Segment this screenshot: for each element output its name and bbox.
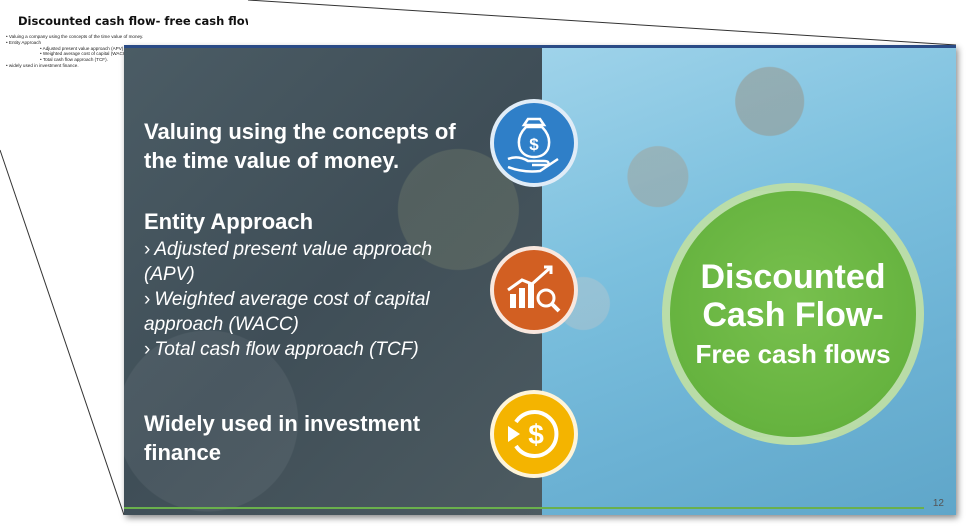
sub-item-apv: › Adjusted present value approach (APV) <box>144 237 474 287</box>
circle-title-line2: Cash Flow- <box>702 296 884 334</box>
thumbnail-bullet: Entity Approach <box>6 40 143 46</box>
circle-subtitle: Free cash flows <box>695 339 891 369</box>
heading-investment-finance: Widely used in investment finance <box>144 411 421 465</box>
slide-bottom-line <box>124 507 924 509</box>
circle-title-line1: Discounted <box>700 258 886 296</box>
main-slide[interactable]: Valuing using the concepts of the time v… <box>124 45 956 515</box>
thumbnail-subbullet: Adjusted present value approach (APV) <box>6 46 143 52</box>
page-number: 12 <box>932 498 944 509</box>
money-bag-hand-icon: $ <box>490 99 578 187</box>
arrow-glyph: › <box>144 289 151 310</box>
thumbnail-bullets: Valuing a company using the concepts of … <box>6 34 143 69</box>
svg-text:$: $ <box>529 135 539 154</box>
chart-magnifier-icon <box>490 246 578 334</box>
arrow-glyph: › <box>144 239 151 260</box>
sub-item-label: Total cash flow approach (TCF) <box>154 339 419 360</box>
sub-item-tcf: › Total cash flow approach (TCF) <box>144 337 474 362</box>
sub-item-label: Weighted average cost of capital approac… <box>144 289 430 335</box>
slide-left-panel <box>124 45 542 515</box>
thumbnail-bullet: Valuing a company using the concepts of … <box>6 34 143 40</box>
arrow-glyph: › <box>144 339 151 360</box>
heading-entity-approach: Entity Approach <box>144 209 314 234</box>
sub-item-label: Adjusted present value approach (APV) <box>144 239 433 285</box>
discounted-cash-flow-circle: Discounted Cash Flow- Free cash flows <box>662 183 924 445</box>
sub-item-wacc: › Weighted average cost of capital approa… <box>144 287 474 337</box>
thumbnail-subbullet: Weighted average cost of capital (WACC) <box>6 51 143 57</box>
thumbnail-bullet: widely used in investment finance. <box>6 63 143 69</box>
dollar-refresh-icon: $ <box>490 390 578 478</box>
thumbnail-title: Discounted cash flow- free cash flows <box>18 14 263 28</box>
svg-text:$: $ <box>528 419 544 450</box>
slide-top-line <box>124 45 956 48</box>
heading-time-value: Valuing using the concepts of the time v… <box>144 119 456 173</box>
thumbnail-subbullet: Total cash flow approach (TCF). <box>6 57 143 63</box>
